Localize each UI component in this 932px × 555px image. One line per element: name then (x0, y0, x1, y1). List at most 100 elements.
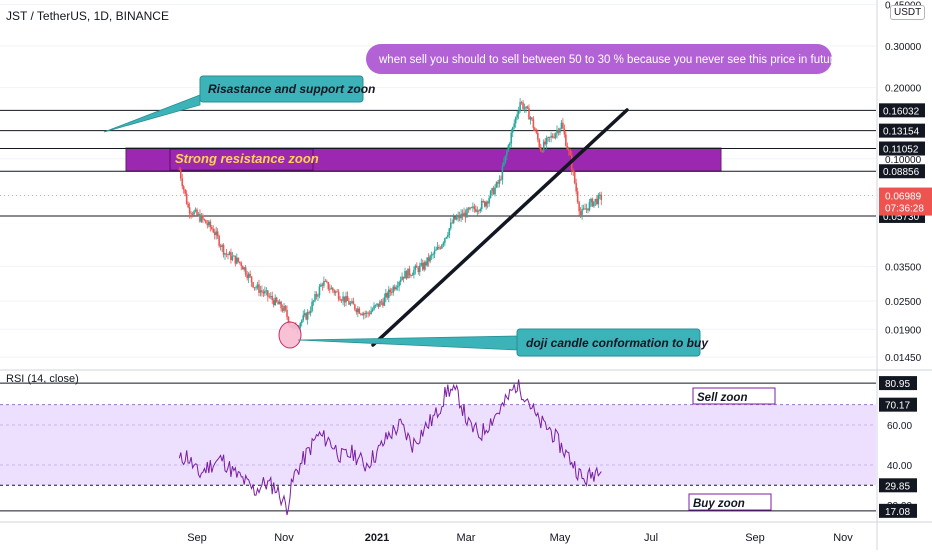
buy-zoon-label: Buy zoon (693, 498, 745, 510)
candle-body (566, 145, 569, 150)
candle-body (213, 232, 216, 235)
candle-body (551, 135, 554, 138)
candle-body (303, 313, 306, 316)
candle-body (510, 132, 513, 144)
candle-body (439, 248, 442, 249)
candle-body (523, 108, 526, 110)
candle-body (178, 169, 181, 171)
currency-badge[interactable]: USDT (890, 5, 926, 20)
candle-body (532, 119, 535, 129)
candle-body (247, 273, 250, 279)
candle-body (330, 287, 333, 290)
candle-body (256, 284, 259, 288)
candle-body (426, 257, 428, 266)
rsi-line (178, 379, 602, 516)
candle-body (311, 302, 313, 312)
candle-body (455, 217, 458, 220)
candle-body (231, 256, 234, 261)
candle-body (596, 198, 598, 205)
candle-body (197, 213, 200, 215)
candle-body (299, 323, 302, 328)
candle-body (438, 246, 440, 249)
candle-body (280, 301, 282, 309)
candle-body (460, 213, 462, 219)
level-price-label: 0.11052 (883, 145, 919, 156)
candle-body (578, 202, 580, 212)
candle-body (396, 286, 399, 288)
buy-zoon-box (688, 493, 772, 511)
candle-body (334, 291, 337, 293)
candle-body (240, 262, 243, 267)
candle-body (357, 308, 359, 313)
candle-body (241, 266, 244, 270)
candle-body (382, 302, 384, 306)
candle-body (284, 305, 287, 310)
candle-body (308, 312, 310, 314)
candle-body (370, 310, 372, 315)
candle-body (318, 286, 321, 296)
candle-body (503, 162, 505, 166)
candle-body (519, 102, 521, 111)
candle-body (495, 182, 498, 188)
candle-body (416, 265, 418, 268)
candle-body (569, 150, 572, 156)
sell-zoon-box (692, 387, 776, 405)
candle-body (236, 257, 238, 264)
rsi-level-tag (879, 376, 917, 391)
candle-body (388, 289, 390, 298)
candle-body (309, 311, 312, 314)
candle-body (494, 187, 496, 195)
candle-body (367, 312, 369, 314)
candle-body (488, 197, 490, 204)
rsi-level-tag (879, 478, 917, 493)
candle-body (508, 143, 511, 146)
candle-body (517, 110, 520, 115)
candle-body (398, 281, 400, 287)
candle-body (190, 213, 192, 215)
candle-body (218, 236, 220, 246)
candle-body (389, 289, 392, 293)
candle-body (250, 276, 253, 283)
candles (178, 98, 603, 334)
candle-body (562, 122, 564, 129)
candle-body (420, 262, 423, 266)
candle-body (373, 305, 375, 310)
candle-body (542, 141, 545, 152)
candle-body (302, 315, 305, 321)
candle-body (283, 305, 285, 311)
price-axis-tick: 0.20000 (885, 84, 922, 95)
candle-body (202, 215, 204, 220)
candle-body (600, 194, 603, 200)
candle-body (264, 291, 266, 294)
candle-body (225, 253, 228, 255)
candle-body (349, 302, 352, 305)
candle-body (572, 170, 575, 172)
candle-body (452, 216, 455, 223)
candle-body (305, 313, 307, 320)
candle-body (249, 273, 251, 277)
candle-body (429, 255, 431, 262)
candle-body (591, 198, 594, 207)
current-price-tag (879, 187, 932, 216)
rsi-level-label: 80.95 (885, 379, 910, 390)
candle-body (491, 188, 493, 192)
price-axis-tick: 0.30000 (885, 42, 922, 53)
candle-body (199, 213, 201, 222)
candle-body (327, 282, 330, 290)
candle-body (377, 303, 380, 307)
candle-body (320, 284, 322, 287)
candle-body (386, 292, 389, 298)
candle-body (376, 303, 378, 305)
candle-body (526, 106, 529, 109)
candle-body (559, 128, 561, 133)
candle-body (479, 209, 482, 211)
candle-body (246, 274, 248, 279)
candle-body (306, 312, 309, 320)
candle-body (550, 135, 552, 138)
level-price-label: 0.13154 (883, 127, 920, 138)
candle-body (331, 287, 334, 291)
candle-body (448, 228, 451, 236)
strong-resistance-label-box (169, 148, 314, 171)
candle-body (182, 186, 185, 190)
candle-countdown: 07:36:28 (885, 204, 924, 215)
